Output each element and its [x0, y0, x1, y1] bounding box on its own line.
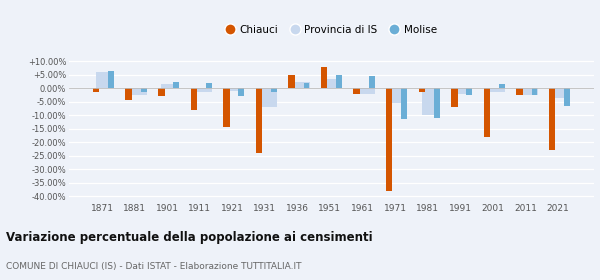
Bar — [549, 88, 556, 150]
Bar — [271, 88, 277, 92]
Text: COMUNE DI CHIAUCI (IS) - Dati ISTAT - Elaborazione TUTTITALIA.IT: COMUNE DI CHIAUCI (IS) - Dati ISTAT - El… — [6, 262, 302, 271]
Bar — [292, 81, 310, 88]
Bar — [161, 84, 179, 88]
Bar — [129, 88, 147, 95]
Bar — [259, 88, 277, 107]
Bar — [191, 88, 197, 110]
Legend: Chiauci, Provincia di IS, Molise: Chiauci, Provincia di IS, Molise — [222, 20, 441, 39]
Bar — [419, 88, 425, 92]
Bar — [96, 72, 114, 88]
Bar — [256, 88, 262, 153]
Text: Variazione percentuale della popolazione ai censimenti: Variazione percentuale della popolazione… — [6, 231, 373, 244]
Bar — [173, 81, 179, 88]
Bar — [304, 83, 310, 88]
Bar — [484, 88, 490, 137]
Bar — [499, 84, 505, 88]
Bar — [520, 88, 538, 95]
Bar — [455, 88, 472, 94]
Bar — [451, 88, 458, 107]
Bar — [422, 88, 440, 115]
Bar — [369, 76, 374, 88]
Bar — [108, 71, 114, 88]
Bar — [336, 75, 342, 88]
Bar — [353, 88, 360, 94]
Bar — [223, 88, 230, 127]
Bar — [324, 79, 342, 88]
Bar — [357, 88, 375, 94]
Bar — [158, 88, 164, 96]
Bar — [386, 88, 392, 191]
Bar — [401, 88, 407, 119]
Bar — [125, 88, 132, 101]
Bar — [389, 88, 407, 103]
Bar — [516, 88, 523, 95]
Bar — [532, 88, 538, 95]
Bar — [564, 88, 570, 106]
Bar — [487, 88, 505, 92]
Bar — [288, 75, 295, 88]
Bar — [434, 88, 440, 118]
Bar — [552, 88, 570, 98]
Bar — [321, 67, 328, 88]
Bar — [206, 83, 212, 88]
Bar — [466, 88, 472, 95]
Bar — [93, 88, 100, 92]
Bar — [238, 88, 244, 96]
Bar — [141, 88, 146, 92]
Bar — [227, 88, 244, 91]
Bar — [194, 88, 212, 92]
